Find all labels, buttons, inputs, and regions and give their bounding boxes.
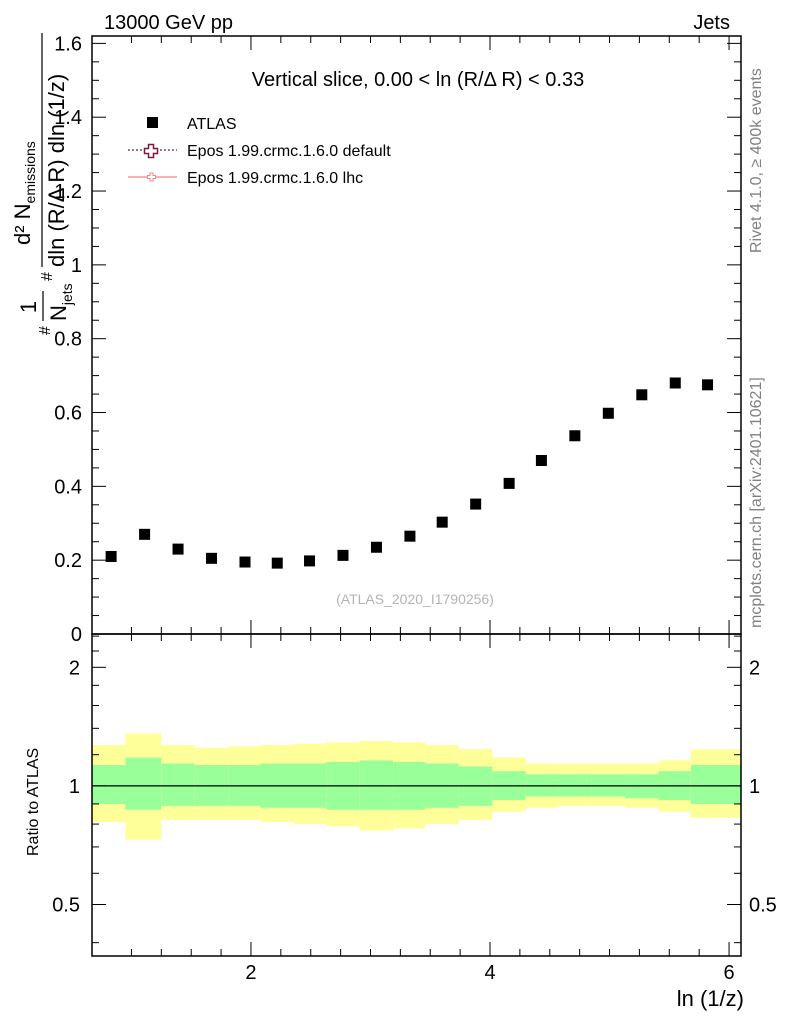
legend-marker-atlas: [147, 117, 158, 128]
ratio-ytick-label-right-2: 2: [749, 657, 760, 679]
atlas-point-18: [702, 379, 714, 391]
ratio-band-inner-8: [359, 760, 394, 810]
main-ytick-label-0: 0: [71, 624, 82, 646]
atlas-point-0: [105, 550, 117, 562]
ylabel-frac-den: N: [46, 305, 71, 321]
ratio-uncertainty-bands: [92, 733, 741, 840]
atlas-point-16: [636, 389, 648, 401]
legend: ATLAS Epos 1.99.crmc.1.6.0 default Epos …: [128, 116, 391, 187]
svg-text:d² Nemissions: d² Nemissions: [10, 141, 38, 245]
atlas-point-8: [370, 541, 382, 553]
legend-label-atlas: ATLAS: [187, 116, 237, 133]
atlas-point-7: [337, 549, 349, 561]
ratio-ytick-label-right-0: 0.5: [749, 894, 777, 916]
main-y-tick-labels: 0 0.2 0.4 0.6 0.8 1 1.2 1.4 1.6: [54, 33, 82, 646]
ratio-band-inner-1: [125, 757, 162, 810]
svg-text:#: #: [39, 272, 56, 281]
ylabel-denominator: dln (R/Δ R) dln (1/z): [44, 74, 69, 267]
main-ytick-label-2: 0.4: [54, 476, 82, 498]
atlas-point-3: [206, 552, 218, 564]
ratio-plot-panel: 0.5 0.5 1 1 2 2 2 4 6 Ratio to ATLAS ln (1/z): [25, 633, 777, 1011]
legend-marker-epos-lhc: [128, 172, 177, 182]
ylabel-frac-num: 1: [16, 301, 41, 313]
x-axis-label: ln (1/z): [677, 986, 744, 1011]
ylabel-hash-2: #: [39, 272, 56, 281]
ylabel-frac-den-sub: jets: [59, 283, 75, 306]
atlas-point-14: [569, 430, 581, 442]
main-ytick-label-4: 0.8: [54, 329, 82, 351]
main-plot-panel: 0 0.2 0.4 0.6 0.8 1 1.2 1.4 1.6 Vertical slice, …: [54, 33, 742, 646]
ratio-y-tick-labels: 0.5 0.5 1 1 2 2: [52, 657, 777, 916]
ratio-band-inner-18: [690, 764, 741, 804]
legend-label-epos-lhc: Epos 1.99.crmc.1.6.0 lhc: [187, 170, 363, 187]
ratio-plot-frame: [91, 633, 742, 957]
x-tick-labels: 2 4 6: [245, 962, 734, 984]
ratio-y-axis-label: Ratio to ATLAS: [25, 748, 42, 856]
xtick-label-2: 6: [723, 962, 734, 984]
atlas-point-10: [436, 516, 448, 528]
mcplots-label: mcplots.cern.ch [arXiv:2401.10621]: [748, 377, 765, 628]
atlas-point-1: [139, 528, 151, 540]
legend-label-epos-default: Epos 1.99.crmc.1.6.0 default: [187, 143, 391, 160]
header-left: 13000 GeV pp: [104, 12, 233, 34]
xtick-label-1: 4: [484, 962, 495, 984]
ratio-axis-ticks: [92, 634, 741, 956]
main-ytick-label-3: 0.6: [54, 403, 82, 425]
rivet-version-label: Rivet 4.1.0, ≥ 400k events: [748, 68, 765, 253]
ratio-band-inner-0: [92, 764, 126, 804]
atlas-point-2: [172, 543, 184, 555]
ratio-band-inner-2: [161, 763, 195, 806]
ratio-ytick-label-left-0: 0.5: [52, 894, 80, 916]
atlas-point-12: [503, 477, 515, 489]
ratio-ytick-label-left-2: 2: [69, 657, 80, 679]
ratio-ytick-label-right-1: 1: [749, 776, 760, 798]
analysis-watermark: (ATLAS_2020_I1790256): [336, 591, 494, 607]
svg-text:#: #: [37, 326, 54, 335]
atlas-point-5: [271, 557, 283, 569]
header-right: Jets: [693, 12, 730, 34]
atlas-point-11: [470, 498, 482, 510]
atlas-point-4: [239, 556, 251, 568]
atlas-point-13: [535, 455, 547, 467]
main-ytick-label-6: 1.2: [54, 181, 82, 203]
main-ytick-label-8: 1.6: [54, 33, 82, 55]
xtick-label-0: 2: [245, 962, 256, 984]
main-y-axis-label: # 1 Njets # d² Nemissions dln (R/Δ R) dl…: [10, 33, 75, 335]
ylabel-d2: d² N: [10, 203, 35, 245]
atlas-data-points: [105, 377, 714, 569]
svg-text:Njets: Njets: [46, 283, 75, 321]
atlas-point-17: [669, 377, 681, 389]
plot-title: Vertical slice, 0.00 < ln (R/Δ R) < 0.33: [252, 69, 584, 91]
ratio-ytick-label-left-1: 1: [69, 776, 80, 798]
atlas-point-9: [404, 530, 416, 542]
ylabel-d2-sub: emissions: [22, 141, 38, 203]
main-axis-ticks: [92, 36, 741, 635]
legend-marker-epos-default: [128, 143, 177, 159]
atlas-point-15: [602, 407, 614, 419]
ylabel-hash: #: [37, 326, 54, 335]
main-ytick-label-5: 1: [71, 255, 82, 277]
atlas-point-6: [304, 555, 316, 567]
main-ytick-label-7: 1.4: [54, 107, 82, 129]
main-ytick-label-1: 0.2: [54, 550, 82, 572]
